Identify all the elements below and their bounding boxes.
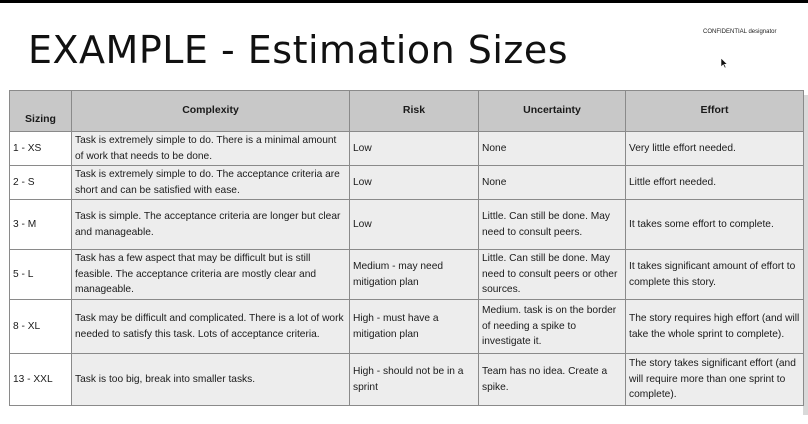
- complexity-cell: Task is extremely simple to do. The acce…: [71, 165, 350, 200]
- mouse-cursor-icon: [720, 57, 728, 69]
- sizing-cell: 5 - L: [9, 249, 72, 300]
- sizing-cell: 3 - M: [9, 199, 72, 250]
- header-risk: Risk: [349, 90, 479, 132]
- header-effort: Effort: [625, 90, 804, 132]
- header-complexity: Complexity: [71, 90, 350, 132]
- header-sizing: Sizing: [9, 90, 72, 132]
- risk-cell: Medium - may need mitigation plan: [349, 249, 479, 300]
- uncertainty-cell: None: [478, 131, 626, 166]
- top-border: [0, 0, 808, 3]
- complexity-cell: Task has a few aspect that may be diffic…: [71, 249, 350, 300]
- sizing-cell: 8 - XL: [9, 299, 72, 354]
- risk-cell: Low: [349, 131, 479, 166]
- sizing-cell: 2 - S: [9, 165, 72, 200]
- effort-cell: The story requires high effort (and will…: [625, 299, 804, 354]
- window-edge: [803, 95, 808, 415]
- table-row: 1 - XS Task is extremely simple to do. T…: [9, 131, 804, 166]
- risk-cell: Low: [349, 199, 479, 250]
- uncertainty-cell: None: [478, 165, 626, 200]
- effort-cell: It takes significant amount of effort to…: [625, 249, 804, 300]
- effort-cell: Little effort needed.: [625, 165, 804, 200]
- estimation-table: Sizing Complexity Risk Uncertainty Effor…: [9, 90, 804, 406]
- effort-cell: It takes some effort to complete.: [625, 199, 804, 250]
- table-row: 13 - XXL Task is too big, break into sma…: [9, 353, 804, 406]
- uncertainty-cell: Little. Can still be done. May need to c…: [478, 199, 626, 250]
- uncertainty-cell: Little. Can still be done. May need to c…: [478, 249, 626, 300]
- uncertainty-cell: Medium. task is on the border of needing…: [478, 299, 626, 354]
- effort-cell: Very little effort needed.: [625, 131, 804, 166]
- table-row: 8 - XL Task may be difficult and complic…: [9, 299, 804, 354]
- risk-cell: High - should not be in a sprint: [349, 353, 479, 406]
- risk-cell: Low: [349, 165, 479, 200]
- complexity-cell: Task may be difficult and complicated. T…: [71, 299, 350, 354]
- sizing-cell: 1 - XS: [9, 131, 72, 166]
- complexity-cell: Task is simple. The acceptance criteria …: [71, 199, 350, 250]
- complexity-cell: Task is extremely simple to do. There is…: [71, 131, 350, 166]
- header-uncertainty: Uncertainty: [478, 90, 626, 132]
- page-title: EXAMPLE - Estimation Sizes: [28, 28, 569, 72]
- risk-cell: High - must have a mitigation plan: [349, 299, 479, 354]
- sizing-cell: 13 - XXL: [9, 353, 72, 406]
- table-row: 2 - S Task is extremely simple to do. Th…: [9, 165, 804, 200]
- effort-cell: The story takes significant effort (and …: [625, 353, 804, 406]
- uncertainty-cell: Team has no idea. Create a spike.: [478, 353, 626, 406]
- confidential-label: CONFIDENTIAL designator: [703, 29, 777, 35]
- complexity-cell: Task is too big, break into smaller task…: [71, 353, 350, 406]
- table-header-row: Sizing Complexity Risk Uncertainty Effor…: [9, 90, 804, 132]
- table-row: 5 - L Task has a few aspect that may be …: [9, 249, 804, 300]
- table-row: 3 - M Task is simple. The acceptance cri…: [9, 199, 804, 250]
